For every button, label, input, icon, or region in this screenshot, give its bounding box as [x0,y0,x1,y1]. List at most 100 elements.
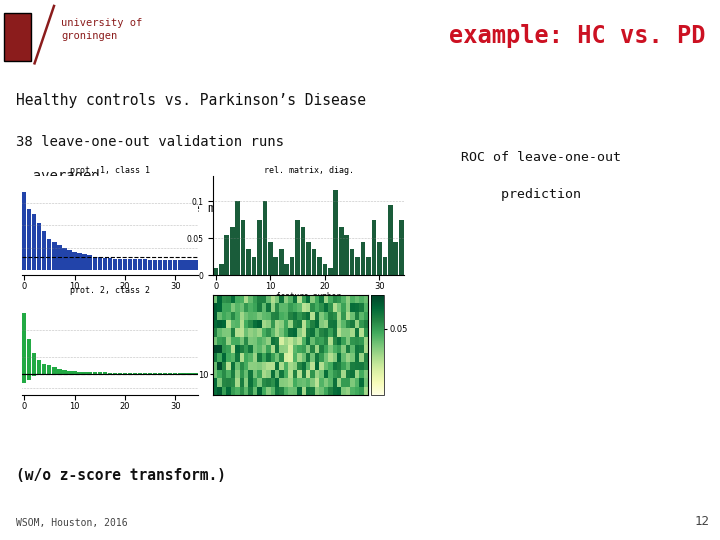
Bar [350,249,354,275]
Bar [194,373,197,374]
Bar [295,220,300,275]
Bar [113,259,117,270]
Bar [53,367,56,374]
Bar [83,372,86,374]
Bar [158,373,162,374]
Bar [27,209,31,270]
Bar [184,260,187,270]
Bar [32,214,36,270]
Bar [32,353,36,374]
Bar [301,227,305,275]
Bar [252,257,256,275]
Bar [98,256,102,270]
Bar [103,258,107,270]
Bar [163,373,167,374]
Text: prototypes: prototypes [16,202,128,215]
Bar [32,374,36,376]
Text: example: HC vs. PD: example: HC vs. PD [449,24,706,48]
Bar [78,372,81,374]
Bar [22,313,26,374]
Bar [78,253,81,270]
Bar [284,264,289,275]
Bar [108,373,112,374]
Bar [73,371,76,374]
Bar [268,242,273,275]
Bar [328,268,333,275]
Title: prot. 1, class 1: prot. 1, class 1 [70,166,150,175]
Bar [333,190,338,275]
Text: WSOM, Houston, 2016: WSOM, Houston, 2016 [16,518,127,529]
Bar [118,373,122,374]
Text: ROC of leave-one-out: ROC of leave-one-out [461,151,621,164]
Bar [88,255,91,270]
Bar [138,373,142,374]
Text: Healthy controls vs. Parkinson’s Disease: Healthy controls vs. Parkinson’s Disease [16,93,366,108]
Bar [189,373,192,374]
Bar [37,374,41,375]
Bar [58,369,61,374]
Text: (w/o z-score transform.): (w/o z-score transform.) [16,468,226,483]
Bar [88,373,91,374]
Bar [48,366,51,374]
Bar [123,373,127,374]
Bar [235,201,240,275]
Bar [22,192,26,270]
Bar [219,264,224,275]
Bar [128,259,132,270]
Bar [108,258,112,270]
Bar [143,259,147,270]
Bar [158,260,162,270]
Bar [58,245,61,270]
Bar [214,268,218,275]
Bar [377,242,382,275]
Bar [312,249,316,275]
Bar [148,260,152,270]
Bar [366,257,371,275]
Bar [153,260,157,270]
Bar [306,242,311,275]
Bar [174,260,177,270]
Bar [179,260,182,270]
Bar [339,227,343,275]
Bar [168,260,172,270]
Bar [42,364,46,374]
Bar [83,254,86,270]
Bar [388,205,392,275]
Bar [98,373,102,374]
Text: averaged…: averaged… [16,170,108,184]
Bar [184,373,187,374]
Bar [355,257,360,275]
Text: relevance matrix: relevance matrix [16,202,256,215]
Bar [53,242,56,270]
Bar [103,373,107,374]
Bar [37,223,41,270]
Bar [399,220,403,275]
Bar [179,373,182,374]
Bar [372,220,377,275]
Bar [393,242,398,275]
Title: prot. 2, class 2: prot. 2, class 2 [70,286,150,295]
Bar [42,374,46,375]
Bar [323,264,327,275]
Bar [123,259,127,270]
Bar [128,373,132,374]
Bar [279,249,284,275]
Bar [27,374,31,380]
Bar [93,256,96,270]
Bar [143,373,147,374]
Bar [382,257,387,275]
Bar [189,260,192,270]
Text: prediction: prediction [461,188,581,201]
Bar [274,257,278,275]
Bar [344,235,349,275]
Bar [240,220,246,275]
Bar [246,249,251,275]
Text: 12: 12 [694,515,709,529]
Text: 38 leave-one-out validation runs: 38 leave-one-out validation runs [16,134,284,149]
Bar [48,239,51,270]
Bar [263,201,267,275]
Bar [133,259,137,270]
Bar [317,257,322,275]
Bar [22,374,26,383]
Bar [138,259,142,270]
